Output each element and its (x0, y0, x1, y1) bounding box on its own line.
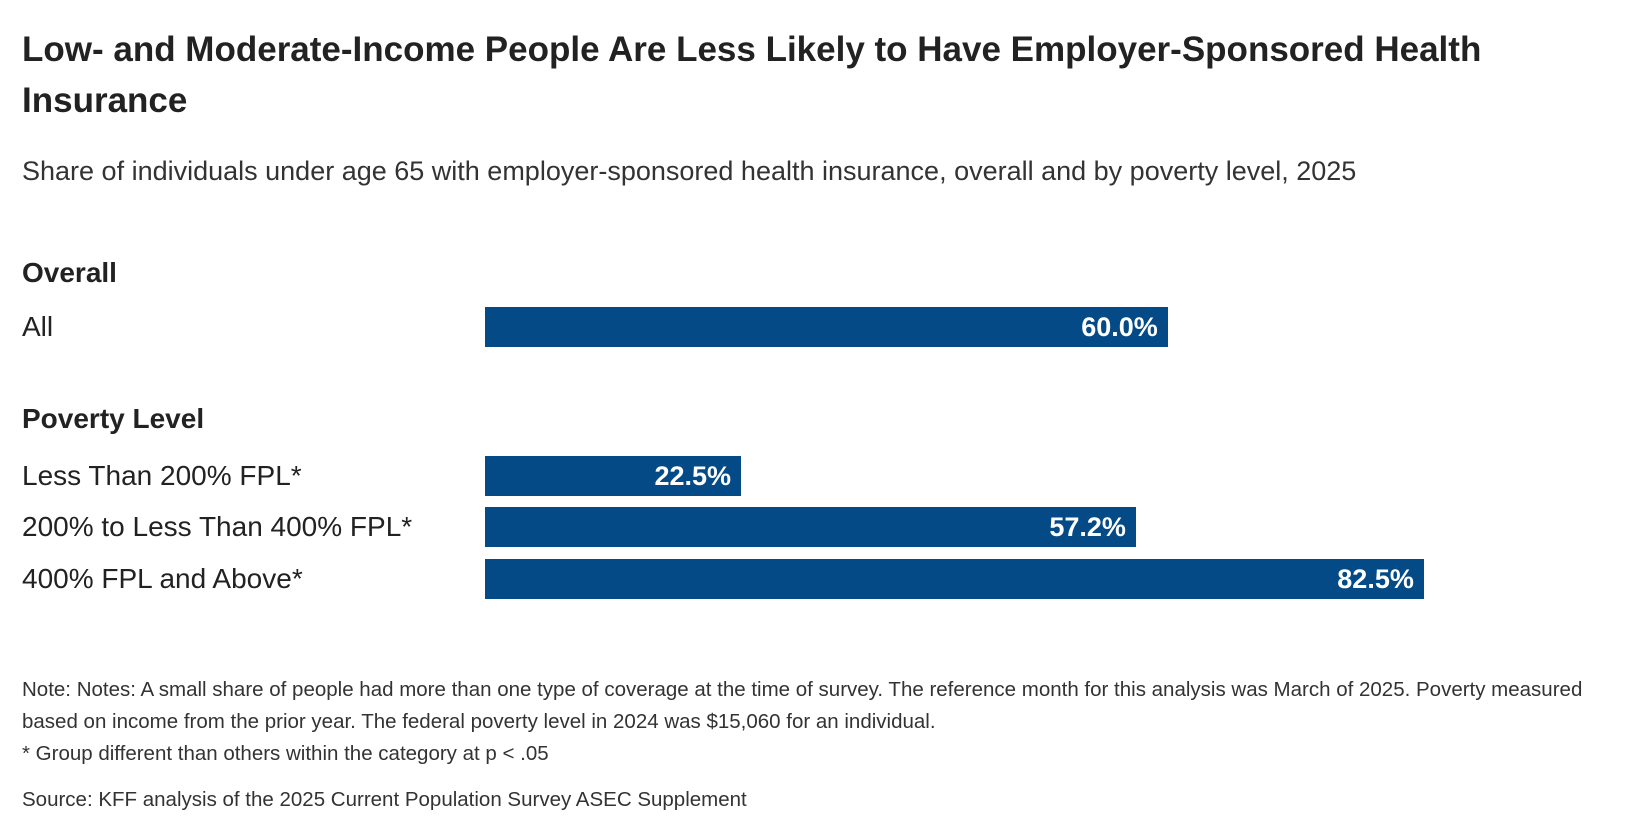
data-label: 57.2% (1049, 512, 1126, 542)
chart-footnote: * Group different than others within the… (22, 742, 549, 765)
bar: 57.2% (485, 507, 1136, 547)
category-label: All (22, 311, 54, 342)
group-label-poverty-level: Poverty Level (22, 403, 205, 434)
chart-subtitle: Share of individuals under age 65 with e… (22, 156, 1357, 186)
bar: 22.5% (485, 456, 742, 496)
chart-title: Low- and Moderate-Income People Are Less… (22, 30, 1482, 120)
chart-source: Source: KFF analysis of the 2025 Current… (22, 788, 747, 811)
chart-note: Note: Notes: A small share of people had… (22, 678, 1583, 733)
data-label: 22.5% (654, 461, 732, 491)
data-label: 60.0% (1081, 312, 1158, 342)
category-label: 400% FPL and Above* (22, 563, 303, 594)
category-label: 200% to Less Than 400% FPL* (22, 511, 413, 542)
group-label-overall: Overall (22, 257, 117, 288)
data-label: 82.5% (1337, 564, 1414, 594)
category-label: Less Than 200% FPL* (22, 460, 302, 491)
bar: 82.5% (485, 559, 1424, 599)
bar: 60.0% (485, 307, 1168, 347)
